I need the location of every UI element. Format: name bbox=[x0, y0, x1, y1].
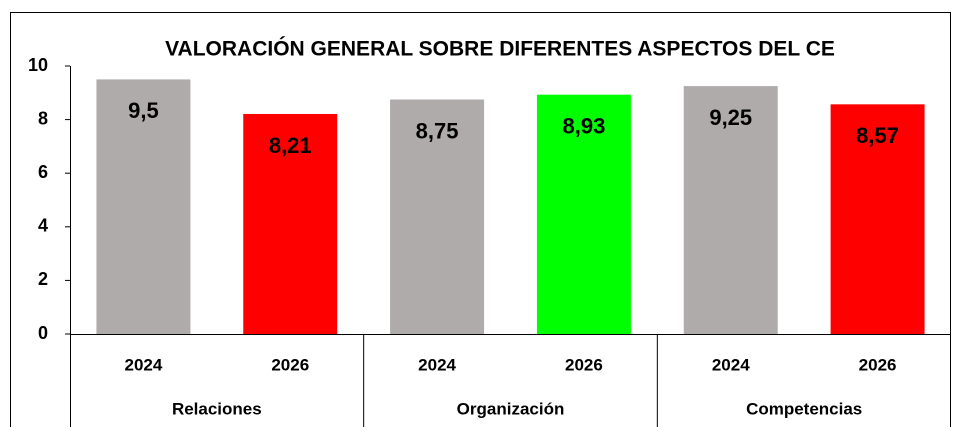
data-label: 8,75 bbox=[416, 118, 459, 143]
y-tick-label: 2 bbox=[38, 269, 48, 289]
group-label: Relaciones bbox=[172, 399, 262, 418]
x-tick-label: 2026 bbox=[271, 355, 309, 374]
bar bbox=[536, 94, 631, 335]
data-label: 9,5 bbox=[128, 98, 159, 123]
bar bbox=[830, 104, 925, 334]
y-tick-label: 0 bbox=[38, 323, 48, 343]
y-tick-label: 10 bbox=[28, 55, 48, 75]
bar bbox=[243, 113, 338, 334]
data-label: 8,21 bbox=[269, 133, 312, 158]
y-tick-label: 6 bbox=[38, 162, 48, 182]
x-tick-label: 2024 bbox=[418, 355, 456, 374]
x-tick-label: 2026 bbox=[565, 355, 603, 374]
bar bbox=[96, 79, 191, 335]
bar bbox=[390, 99, 485, 334]
x-tick-label: 2024 bbox=[712, 355, 750, 374]
x-tick-label: 2024 bbox=[125, 355, 163, 374]
group-label: Organización bbox=[457, 399, 565, 418]
bar bbox=[683, 86, 778, 334]
x-tick-label: 2026 bbox=[859, 355, 897, 374]
group-label: Competencias bbox=[746, 399, 862, 418]
chart-title: VALORACIÓN GENERAL SOBRE DIFERENTES ASPE… bbox=[165, 37, 835, 61]
data-label: 9,25 bbox=[709, 105, 752, 130]
data-label: 8,57 bbox=[856, 123, 899, 148]
y-tick-label: 4 bbox=[38, 216, 48, 236]
data-label: 8,93 bbox=[563, 113, 606, 138]
y-tick-label: 8 bbox=[38, 108, 48, 128]
